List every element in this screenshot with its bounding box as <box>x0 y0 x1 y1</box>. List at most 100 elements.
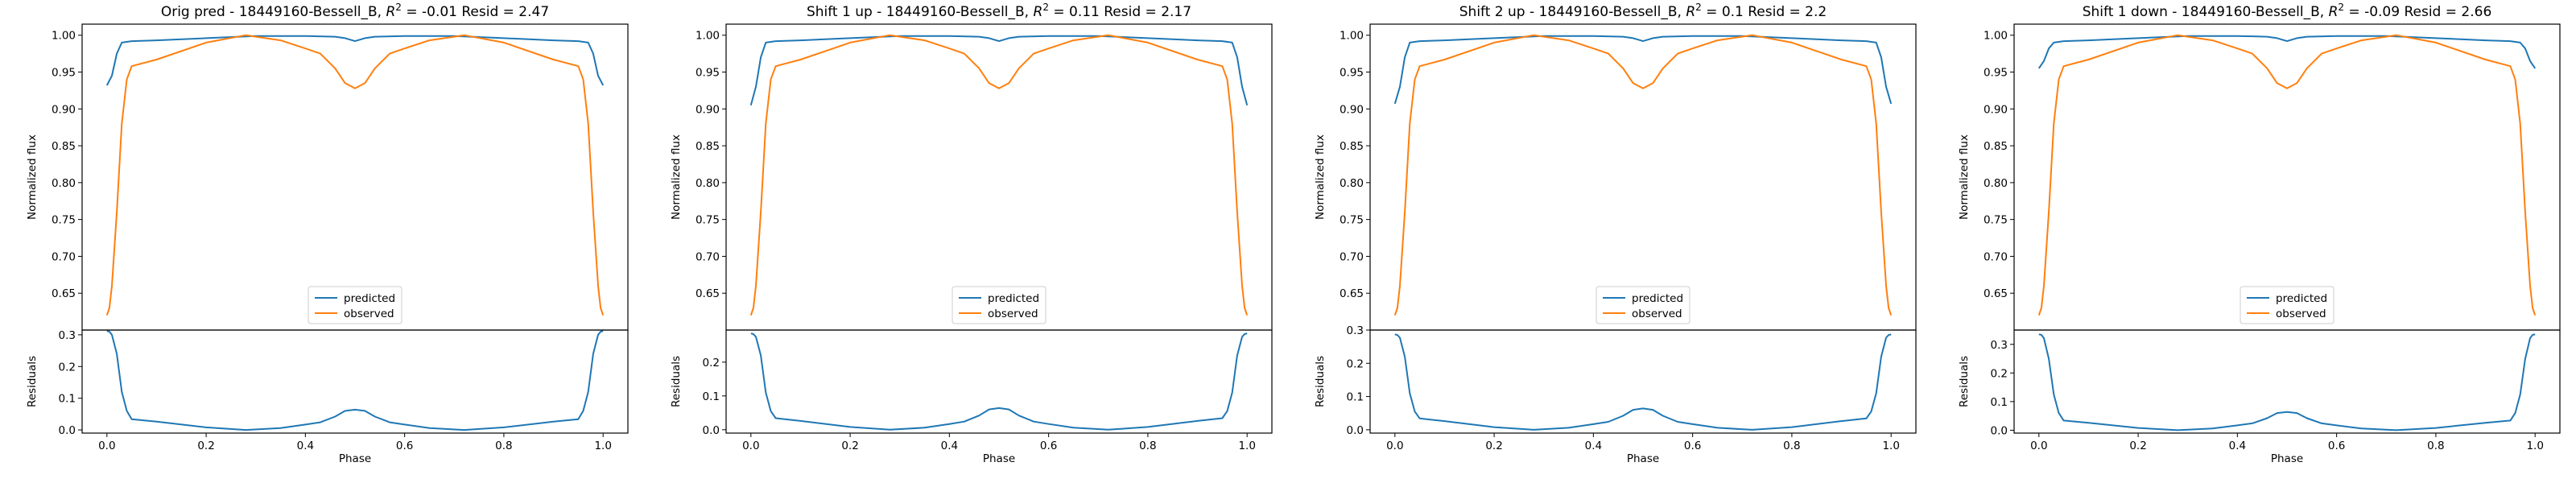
residuals-line <box>1394 333 1892 431</box>
legend: predicted observed <box>2240 286 2334 324</box>
residuals-line <box>2038 333 2536 431</box>
y-axis-label: Normalized flux <box>670 134 683 220</box>
x-axis-label: Phase <box>339 452 371 465</box>
x-tick-label: 0.4 <box>2229 440 2246 452</box>
subplot-2: Shift 1 up - 18449160-Bessell_B, R2 = 0.… <box>670 2 1273 465</box>
legend-box <box>952 286 1046 324</box>
x-tick-label: 0.6 <box>1684 440 1701 452</box>
x-tick-label: 0.4 <box>1585 440 1602 452</box>
resid-y-tick-label: 0.1 <box>59 393 76 406</box>
x-tick-label: 0.2 <box>2129 440 2146 452</box>
resid-y-tick-label: 0.3 <box>1347 324 1364 337</box>
subplot-title: Shift 1 down - 18449160-Bessell_B, R2 = … <box>2083 2 2492 20</box>
legend-label-observed: observed <box>1632 308 1682 320</box>
resid-axes-frame <box>2013 329 2561 434</box>
y-axis-label: Normalized flux <box>26 134 39 220</box>
legend-label-predicted: predicted <box>344 292 395 305</box>
resid-axes-frame <box>1369 329 1917 434</box>
resid-y-tick-label: 0.0 <box>59 424 76 437</box>
subplot-title: Shift 2 up - 18449160-Bessell_B, R2 = 0.… <box>1459 2 1827 20</box>
legend-box <box>1596 286 1690 324</box>
subplot-4: Shift 1 down - 18449160-Bessell_B, R2 = … <box>1958 2 2561 465</box>
resid-y-tick-label: 0.0 <box>1991 424 2008 437</box>
legend: predicted observed <box>308 286 402 324</box>
y-tick-label: 0.90 <box>1340 103 1364 116</box>
x-tick-label: 0.8 <box>2427 440 2444 452</box>
x-axis-label: Phase <box>1627 452 1659 465</box>
resid-y-tick-label: 0.1 <box>703 390 720 403</box>
y-tick-label: 0.75 <box>696 214 720 227</box>
legend: predicted observed <box>1596 286 1690 324</box>
x-tick-label: 0.6 <box>396 440 413 452</box>
y-tick-label: 1.00 <box>1984 30 2008 43</box>
x-tick-label: 0.2 <box>197 440 214 452</box>
y-tick-label: 0.80 <box>1340 177 1364 190</box>
legend-label-observed: observed <box>2276 308 2326 320</box>
y-axis-label: Normalized flux <box>1314 134 1327 220</box>
x-tick-label: 0.8 <box>1783 440 1800 452</box>
series-line-observed <box>749 34 1249 316</box>
resid-y-axis-label: Residuals <box>1958 356 1971 407</box>
y-tick-label: 0.85 <box>696 140 720 153</box>
legend-label-observed: observed <box>988 308 1038 320</box>
x-axis-label: Phase <box>2271 452 2303 465</box>
x-tick-label: 0.6 <box>2328 440 2345 452</box>
x-tick-label: 1.0 <box>594 440 611 452</box>
y-tick-label: 0.80 <box>52 177 76 190</box>
legend-box <box>308 286 402 324</box>
y-tick-label: 0.80 <box>696 177 720 190</box>
y-tick-label: 0.65 <box>1984 287 2008 300</box>
series-line-observed <box>1393 34 1893 316</box>
subplot-1: Orig pred - 18449160-Bessell_B, R2 = -0.… <box>26 2 629 465</box>
resid-y-tick-label: 0.3 <box>1991 339 2008 352</box>
resid-y-axis-label: Residuals <box>1314 356 1327 407</box>
x-tick-label: 1.0 <box>1238 440 1255 452</box>
subplot-title-r: R <box>1034 4 1043 20</box>
y-tick-label: 0.95 <box>1984 67 2008 80</box>
residuals-line <box>106 330 604 431</box>
subplot-title-sup: 2 <box>2338 2 2344 13</box>
resid-y-axis-label: Residuals <box>670 356 683 407</box>
subplot-title-metrics: = -0.01 Resid = 2.47 <box>402 4 549 20</box>
resid-y-tick-label: 0.2 <box>703 357 720 369</box>
y-tick-label: 0.90 <box>696 103 720 116</box>
resid-y-tick-label: 0.2 <box>1347 357 1364 370</box>
x-tick-label: 0.8 <box>495 440 512 452</box>
y-tick-label: 0.75 <box>52 214 76 227</box>
x-tick-label: 0.4 <box>297 440 314 452</box>
y-tick-label: 0.70 <box>696 250 720 263</box>
main-axes-frame <box>81 23 629 331</box>
resid-axes-frame <box>81 329 629 434</box>
resid-y-tick-label: 0.0 <box>703 424 720 437</box>
resid-axes-frame <box>725 329 1273 434</box>
x-tick-label: 0.2 <box>841 440 858 452</box>
resid-y-tick-label: 0.2 <box>59 361 76 374</box>
subplot-title-r: R <box>386 4 395 20</box>
x-tick-label: 0.0 <box>98 440 115 452</box>
subplot-title-r: R <box>1686 4 1695 20</box>
series-line-predicted <box>749 35 1249 105</box>
legend-label-predicted: predicted <box>2276 292 2327 305</box>
x-tick-label: 1.0 <box>2526 440 2543 452</box>
main-axes-frame <box>1369 23 1917 331</box>
y-tick-label: 0.80 <box>1984 177 2008 190</box>
y-tick-label: 0.65 <box>696 287 720 300</box>
y-tick-label: 0.70 <box>1984 250 2008 263</box>
resid-y-tick-label: 0.0 <box>1347 424 1364 437</box>
x-tick-label: 0.6 <box>1040 440 1057 452</box>
y-tick-label: 0.65 <box>52 287 76 300</box>
x-tick-label: 0.0 <box>2030 440 2047 452</box>
y-tick-label: 0.95 <box>1340 67 1364 80</box>
subplot-title-text: Shift 1 down - 18449160-Bessell_B, <box>2083 4 2329 20</box>
legend-box <box>2240 286 2334 324</box>
series-line-predicted <box>1393 35 1893 105</box>
y-tick-label: 0.90 <box>52 103 76 116</box>
subplot-title-text: Orig pred - 18449160-Bessell_B, <box>161 4 386 20</box>
x-tick-label: 0.8 <box>1139 440 1156 452</box>
x-tick-label: 0.2 <box>1485 440 1502 452</box>
y-tick-label: 0.85 <box>1340 140 1364 153</box>
subplot-title-sup: 2 <box>1042 2 1049 13</box>
x-tick-label: 0.0 <box>1386 440 1403 452</box>
subplot-title-metrics: = 0.11 Resid = 2.17 <box>1049 4 1191 20</box>
